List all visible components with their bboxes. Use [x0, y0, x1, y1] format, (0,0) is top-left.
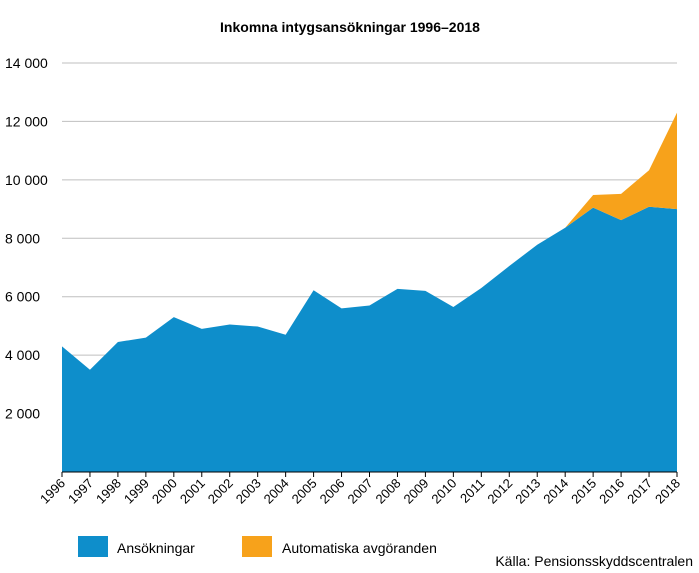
chart-title: Inkomna intygsansökningar 1996–2018: [220, 19, 480, 35]
legend: Ansökningar Automatiska avgöranden: [78, 536, 437, 557]
x-tick-label: 2018: [652, 476, 683, 507]
legend-swatch-automatiska-avgoranden: [242, 536, 272, 557]
legend-label-automatiska-avgoranden: Automatiska avgöranden: [282, 540, 437, 556]
x-tick-label: 2002: [205, 476, 236, 507]
y-tick-label: 14 000: [5, 55, 48, 71]
y-tick-label: 8 000: [5, 230, 40, 246]
x-tick-label: 2013: [512, 476, 543, 507]
y-axis-ticks: 2 000 4 000 6 000 8 000 10 000 12 000 14 000: [5, 55, 48, 422]
y-tick-label: 12 000: [5, 113, 48, 129]
x-tick-label: 1996: [37, 476, 68, 507]
x-tick-label: 2016: [596, 476, 627, 507]
source-note: Källa: Pensionsskyddscentralen: [495, 553, 693, 569]
x-tick-label: 2001: [177, 476, 208, 507]
y-tick-label: 10 000: [5, 172, 48, 188]
area-layer: [62, 112, 677, 473]
x-tick-label: 1998: [93, 476, 124, 507]
x-tick-label: 2015: [568, 476, 599, 507]
x-tick-label: 2017: [624, 476, 655, 507]
x-tick-label: 2012: [484, 476, 515, 507]
x-tick-label: 2006: [317, 476, 348, 507]
x-tick-label: 2004: [261, 476, 292, 507]
x-tick-label: 2011: [457, 476, 487, 506]
x-axis: 1996199719981999200020012002200320042005…: [37, 471, 683, 507]
y-tick-label: 2 000: [5, 406, 40, 422]
x-tick-label: 2009: [400, 476, 431, 507]
x-tick-label: 2014: [540, 476, 571, 507]
x-tick-label: 1999: [121, 476, 152, 507]
x-tick-label: 2008: [373, 476, 404, 507]
x-tick-label: 2000: [149, 476, 180, 507]
x-tick-label: 2007: [345, 476, 376, 507]
area-series-ansokningar: [62, 206, 677, 473]
legend-swatch-ansokningar: [78, 536, 108, 557]
x-tick-label: 2003: [233, 476, 264, 507]
x-tick-label: 2005: [289, 476, 320, 507]
y-tick-label: 6 000: [5, 289, 40, 305]
x-tick-label: 2010: [428, 476, 459, 507]
legend-label-ansokningar: Ansökningar: [117, 540, 195, 556]
y-tick-label: 4 000: [5, 347, 40, 363]
x-tick-label: 1997: [65, 476, 96, 507]
